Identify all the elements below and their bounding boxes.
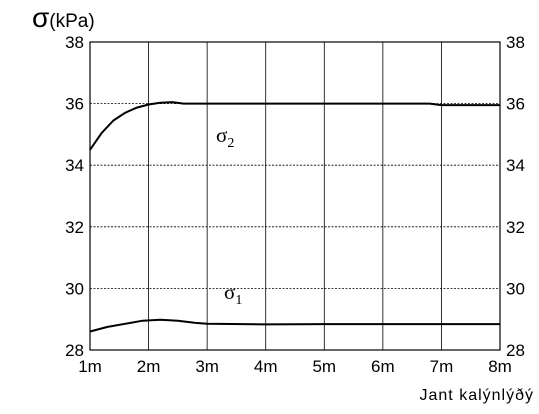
- x-tick-label: 1m: [78, 357, 102, 376]
- sigma2-annotation: σ2: [216, 123, 234, 151]
- y-tick-label-right: 32: [506, 218, 525, 237]
- y-tick-label-left: 30: [65, 279, 84, 298]
- y-tick-label-left: 28: [65, 341, 84, 360]
- y-tick-label-right: 36: [506, 95, 525, 114]
- series-line-sigma2: [89, 101, 500, 151]
- sigma2-symbol: σ: [216, 123, 227, 147]
- plot-frame: [89, 41, 501, 351]
- y-tick-label-left: 32: [65, 218, 84, 237]
- tick-labels: 28 28 30 30 32 32 34 34 36 36 38 38 1m 2m 3m 4m 5m 6m 7m 8m: [65, 33, 525, 376]
- sigma1-annotation: σ1: [224, 280, 242, 308]
- y-tick-label-left: 38: [65, 33, 84, 52]
- y-tick-label-right: 38: [506, 33, 525, 52]
- x-tick-label: 7m: [430, 357, 454, 376]
- grid-lines: [90, 42, 500, 350]
- y-tick-label-left: 34: [65, 156, 84, 175]
- sigma2-subscript: 2: [227, 136, 234, 151]
- x-tick-label: 4m: [254, 357, 278, 376]
- x-tick-label: 6m: [371, 357, 395, 376]
- sigma1-symbol: σ: [224, 280, 235, 304]
- sigma1-subscript: 1: [235, 293, 242, 308]
- x-tick-label: 8m: [488, 357, 512, 376]
- y-tick-label-right: 34: [506, 156, 525, 175]
- x-tick-label: 2m: [137, 357, 161, 376]
- y-tick-label-right: 30: [506, 279, 525, 298]
- x-axis-label: Jant kalýnlýðý: [420, 387, 535, 404]
- series-line-sigma1: [89, 318, 500, 333]
- y-axis-unit: (kPa): [49, 11, 94, 32]
- x-tick-label: 3m: [195, 357, 219, 376]
- y-axis-symbol: σ: [32, 2, 49, 33]
- x-tick-label: 5m: [312, 357, 336, 376]
- y-tick-label-right: 28: [506, 341, 525, 360]
- y-axis-label: σ(kPa): [32, 2, 95, 33]
- y-tick-label-left: 36: [65, 95, 84, 114]
- series-lines: [89, 101, 500, 333]
